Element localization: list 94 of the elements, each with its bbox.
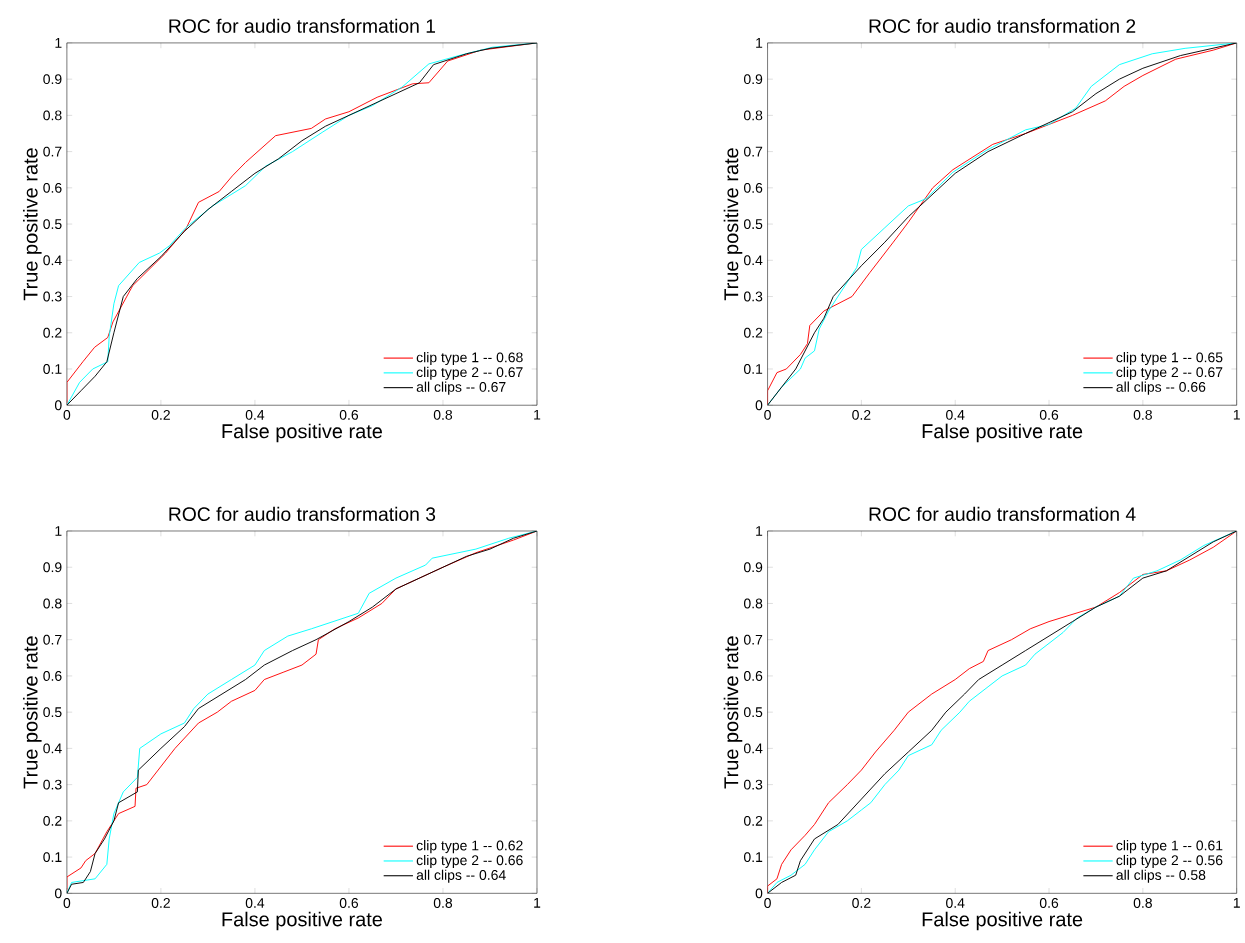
y-tick-label: 0.5 — [43, 219, 62, 229]
x-tick-label: 0.6 — [1039, 897, 1059, 908]
y-tick-label: 0.9 — [43, 74, 62, 84]
x-tick-label: 0 — [63, 897, 71, 908]
x-tick-label: 1 — [1233, 897, 1240, 908]
y-tick-label: 0.4 — [43, 255, 62, 266]
legend-label: all clips -- 0.66 — [1116, 381, 1206, 395]
y-tick-label: 0.4 — [43, 743, 62, 754]
y-tick-label: 0.6 — [743, 182, 763, 193]
x-tick-label: 0 — [63, 409, 71, 420]
x-tick-label: 1 — [534, 897, 541, 908]
y-tick-label: 0.1 — [43, 363, 62, 374]
legend-label: clip type 1 -- 0.62 — [416, 840, 523, 854]
x-tick-label: 0.4 — [245, 897, 265, 908]
x-tick-label: 0.2 — [852, 409, 871, 420]
y-tick-label: 0.6 — [743, 670, 763, 681]
x-tick-label: 1 — [1233, 409, 1240, 420]
x-tick-label: 0.4 — [946, 897, 965, 908]
legend-label: all clips -- 0.58 — [1116, 869, 1206, 883]
legend-label: clip type 1 -- 0.65 — [1116, 351, 1223, 365]
x-tick-label: 0.6 — [1039, 409, 1059, 420]
y-axis-title: True positive rate — [22, 148, 42, 301]
y-tick-label: 0.9 — [43, 562, 62, 573]
x-tick-label: 0.4 — [946, 409, 965, 420]
y-tick-label: 0.8 — [43, 110, 62, 121]
legend-label: clip type 1 -- 0.68 — [416, 351, 523, 365]
chart-title: ROC for audio transformation 4 — [869, 506, 1136, 521]
y-tick-label: 1 — [756, 526, 763, 536]
x-tick-label: 0.2 — [151, 409, 170, 420]
y-tick-label: 0 — [755, 400, 763, 411]
legend-label: clip type 2 -- 0.56 — [1116, 854, 1223, 868]
line-series — [767, 42, 1237, 406]
x-tick-label: 0.2 — [151, 897, 170, 908]
y-tick-label: 0.2 — [743, 327, 763, 338]
y-tick-label: 0.1 — [43, 852, 62, 862]
y-tick-label: 0.5 — [743, 707, 763, 717]
y-tick-label: 0.9 — [743, 562, 763, 573]
x-tick-label: 0.8 — [1133, 897, 1152, 908]
x-axis-title: False positive rate — [922, 911, 1083, 931]
y-tick-label: 0.7 — [43, 634, 62, 645]
y-tick-label: 0.3 — [743, 779, 763, 790]
chart-title: ROC for audio transformation 1 — [169, 18, 436, 33]
y-tick-label: 1 — [55, 38, 62, 48]
legend-label: clip type 2 -- 0.67 — [1116, 366, 1223, 380]
y-tick-label: 0.5 — [743, 219, 763, 229]
x-tick-label: 0.2 — [852, 897, 871, 908]
x-tick-label: 0.6 — [339, 897, 359, 908]
legend-label: clip type 2 -- 0.67 — [416, 366, 523, 380]
x-tick-label: 0.6 — [339, 409, 359, 420]
y-tick-label: 0.3 — [743, 291, 763, 302]
y-tick-label: 0.8 — [743, 598, 763, 609]
y-tick-label: 0 — [755, 888, 763, 899]
line-series — [66, 42, 537, 406]
x-axis-title: False positive rate — [222, 423, 382, 443]
y-tick-label: 0.2 — [43, 327, 62, 338]
y-tick-label: 0.8 — [43, 598, 62, 609]
y-tick-label: 0.8 — [743, 110, 763, 121]
y-tick-label: 0.2 — [43, 815, 62, 826]
y-tick-label: 0.7 — [743, 146, 763, 157]
y-tick-label: 0.3 — [43, 291, 62, 302]
y-tick-label: 0.3 — [43, 779, 62, 790]
y-tick-label: 0.7 — [743, 634, 763, 645]
y-tick-label: 0.6 — [43, 182, 62, 193]
y-tick-label: 0.4 — [743, 743, 763, 754]
y-tick-label: 1 — [55, 526, 62, 536]
y-tick-label: 1 — [756, 38, 763, 48]
x-axis-title: False positive rate — [222, 911, 382, 931]
y-tick-label: 0 — [54, 888, 62, 899]
x-tick-label: 0.8 — [433, 409, 453, 420]
y-tick-label: 0.6 — [43, 670, 62, 681]
y-tick-label: 0.5 — [43, 707, 62, 717]
x-tick-label: 1 — [534, 409, 541, 420]
y-tick-label: 0.4 — [743, 255, 763, 266]
chart-title: ROC for audio transformation 2 — [869, 18, 1136, 33]
x-tick-label: 0 — [764, 897, 771, 908]
x-tick-label: 0.4 — [245, 409, 265, 420]
y-tick-label: 0 — [54, 400, 62, 411]
y-tick-label: 0.7 — [43, 146, 62, 157]
x-tick-label: 0.8 — [433, 897, 453, 908]
x-axis-title: False positive rate — [922, 423, 1083, 443]
y-tick-label: 0.1 — [743, 852, 763, 862]
y-tick-label: 0.1 — [743, 363, 763, 374]
legend-label: all clips -- 0.64 — [416, 869, 506, 883]
x-tick-label: 0.8 — [1133, 409, 1152, 420]
legend-label: all clips -- 0.67 — [416, 381, 506, 395]
y-axis-title: True positive rate — [723, 148, 743, 301]
y-axis-title: True positive rate — [22, 636, 42, 789]
legend-label: clip type 1 -- 0.61 — [1116, 840, 1223, 854]
y-axis-title: True positive rate — [723, 636, 743, 789]
chart-title: ROC for audio transformation 3 — [169, 506, 436, 521]
y-tick-label: 0.2 — [743, 815, 763, 826]
x-tick-label: 0 — [764, 409, 771, 420]
legend-label: clip type 2 -- 0.66 — [416, 854, 523, 868]
y-tick-label: 0.9 — [743, 74, 763, 84]
